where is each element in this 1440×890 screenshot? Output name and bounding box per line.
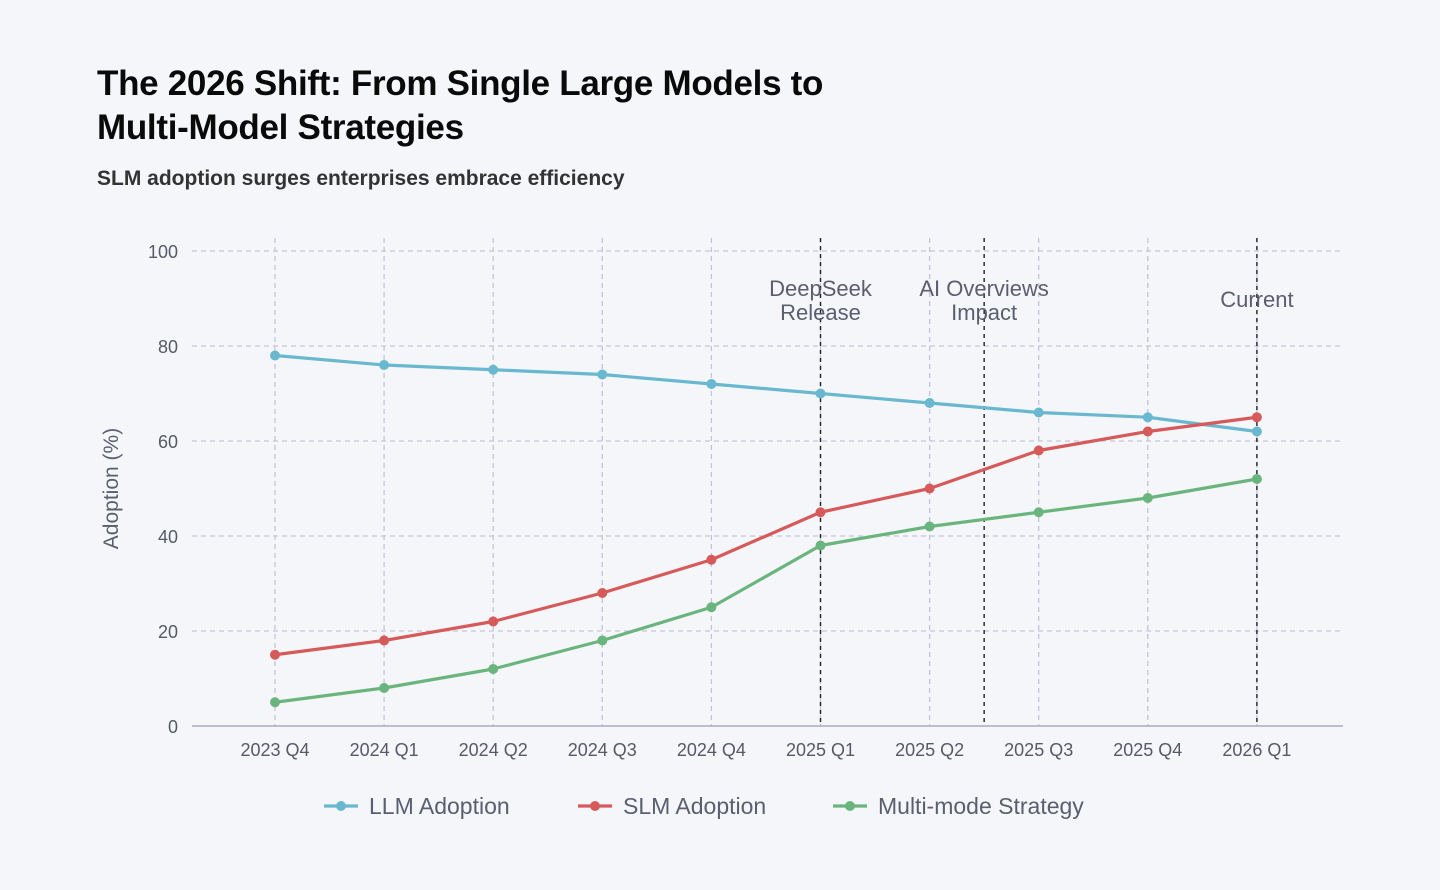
annotation-label: Current	[1220, 287, 1293, 312]
x-tick-label: 2024 Q1	[350, 740, 419, 760]
data-point	[1142, 493, 1153, 503]
series-line-2	[274, 477, 1258, 704]
data-point	[706, 602, 717, 613]
data-point	[379, 683, 390, 693]
data-point	[1142, 412, 1153, 423]
data-point	[270, 697, 280, 708]
data-point	[597, 369, 608, 380]
data-point	[815, 540, 826, 551]
data-point	[488, 664, 499, 674]
x-tick-label: 2025 Q1	[786, 740, 855, 760]
data-point	[597, 635, 608, 646]
series-line-0	[274, 353, 1258, 434]
legend-marker	[845, 801, 855, 811]
data-point	[379, 635, 390, 646]
data-point	[924, 483, 935, 494]
data-point	[270, 350, 280, 361]
data-point	[597, 588, 608, 598]
y-tick-label: 100	[148, 242, 178, 262]
data-point	[706, 554, 717, 565]
x-tick-label: 2025 Q4	[1113, 740, 1182, 760]
legend-label: LLM Adoption	[369, 793, 510, 819]
annotation-label: AI Overviews	[919, 276, 1049, 301]
data-point	[1142, 426, 1153, 437]
y-tick-label: 20	[158, 622, 178, 642]
annotation-label: Release	[780, 300, 861, 325]
y-tick-label: 80	[158, 337, 178, 357]
y-axis-label: Adoption (%)	[100, 428, 123, 549]
data-point	[488, 364, 499, 375]
legend-marker	[590, 801, 600, 811]
legend-label: Multi-mode Strategy	[878, 793, 1084, 819]
x-tick-label: 2026 Q1	[1222, 740, 1291, 760]
y-tick-label: 40	[158, 527, 178, 547]
chart-title: The 2026 Shift: From Single Large Models…	[97, 64, 824, 147]
series-line-1	[274, 415, 1258, 657]
x-tick-label: 2024 Q3	[568, 740, 637, 760]
data-point	[1033, 507, 1044, 518]
annotation-label: DeepSeek	[769, 276, 873, 301]
x-tick-label: 2023 Q4	[240, 740, 309, 760]
data-point	[815, 507, 826, 518]
data-point	[379, 360, 390, 370]
data-point	[1033, 445, 1044, 456]
data-point	[706, 379, 717, 389]
data-point	[815, 388, 826, 399]
x-tick-label: 2025 Q3	[1004, 740, 1073, 760]
annotation-label: Impact	[951, 300, 1017, 325]
x-tick-label: 2025 Q2	[895, 740, 964, 760]
data-point	[924, 398, 935, 408]
data-point	[488, 616, 499, 627]
y-tick-label: 0	[168, 717, 178, 737]
x-tick-label: 2024 Q4	[677, 740, 746, 760]
legend-label: SLM Adoption	[623, 793, 766, 819]
data-point	[1251, 412, 1262, 423]
chart-subtitle: SLM adoption surges enterprises embrace …	[97, 167, 625, 190]
data-point	[1251, 474, 1262, 484]
data-point	[270, 649, 280, 660]
y-tick-label: 60	[158, 432, 178, 452]
legend-marker	[336, 801, 346, 811]
data-point	[924, 521, 935, 532]
data-point	[1033, 407, 1044, 418]
x-tick-label: 2024 Q2	[459, 740, 528, 760]
data-point	[1251, 426, 1262, 437]
